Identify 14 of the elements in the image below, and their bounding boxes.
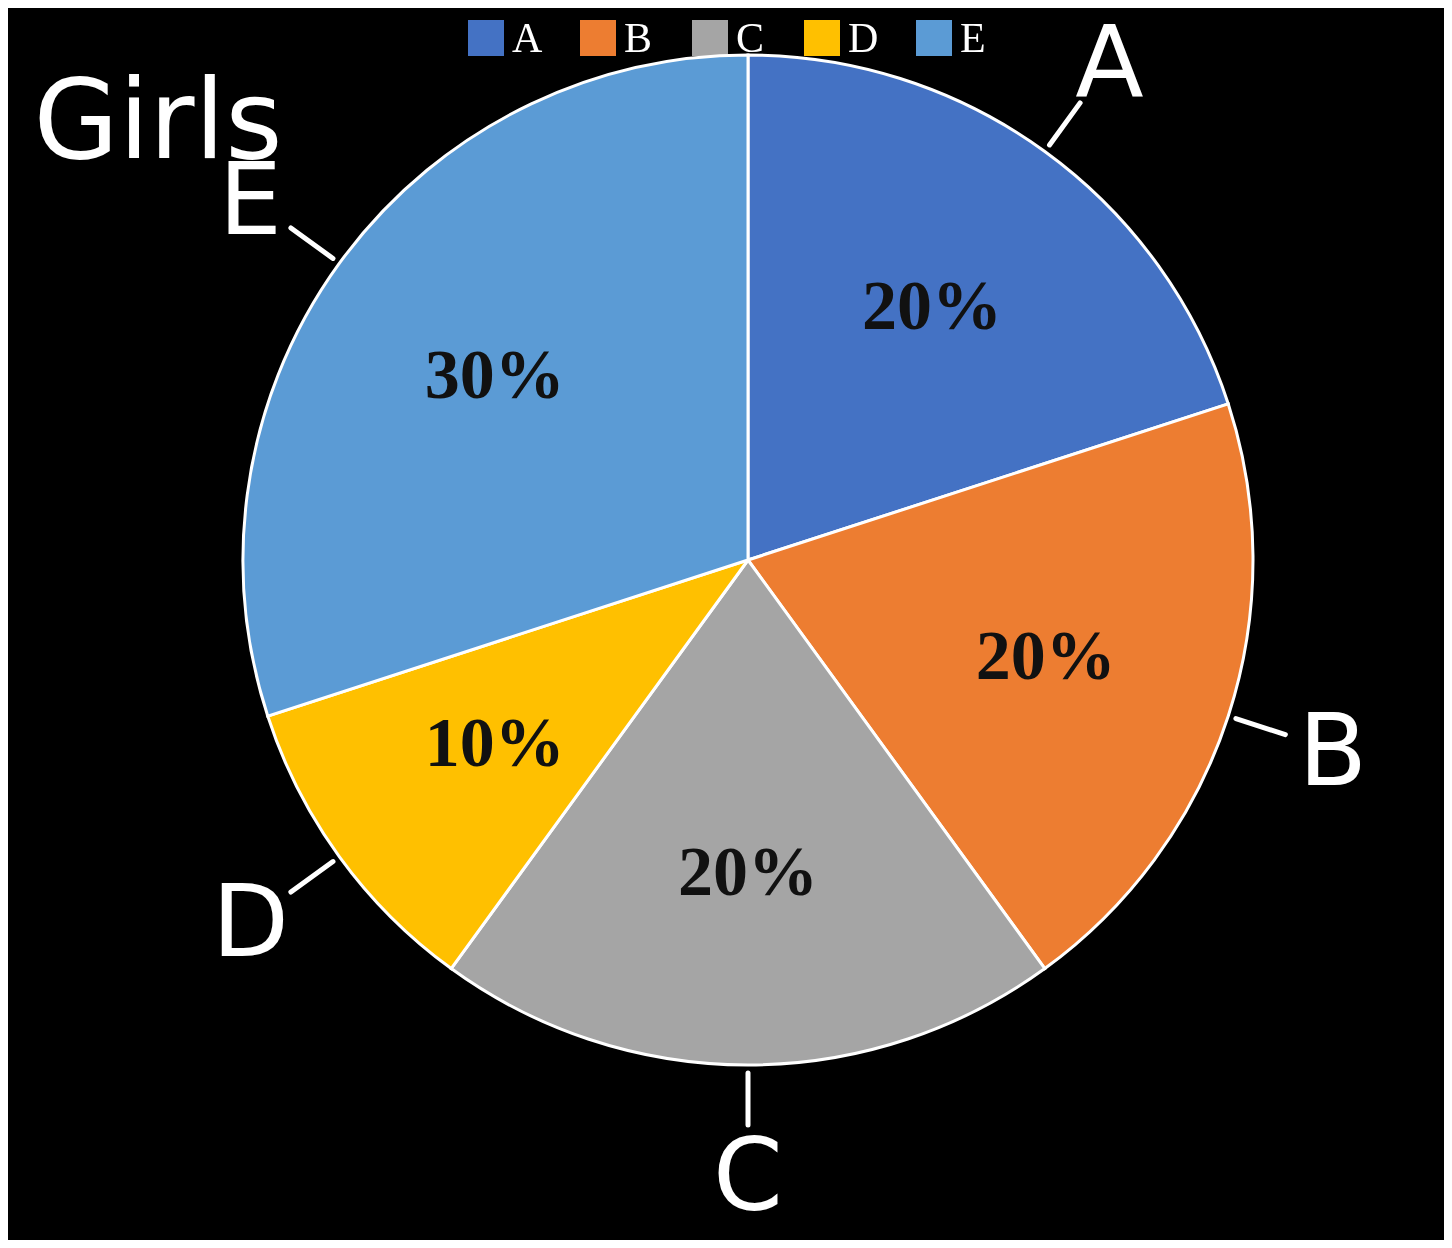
data-label: 10% xyxy=(424,704,565,782)
slice-label: A xyxy=(1075,4,1144,122)
legend-label: E xyxy=(960,15,986,61)
legend-label: B xyxy=(624,15,653,61)
slice-label: C xyxy=(713,1117,783,1234)
data-label: 20% xyxy=(975,616,1116,694)
slice-label: D xyxy=(211,863,289,981)
legend-label: C xyxy=(736,15,765,61)
legend-label: A xyxy=(512,15,543,61)
legend-label: D xyxy=(848,15,879,61)
data-label: 30% xyxy=(424,335,565,413)
data-label: 20% xyxy=(862,266,1003,344)
data-label: 20% xyxy=(678,833,818,911)
slice-label: B xyxy=(1298,692,1368,810)
